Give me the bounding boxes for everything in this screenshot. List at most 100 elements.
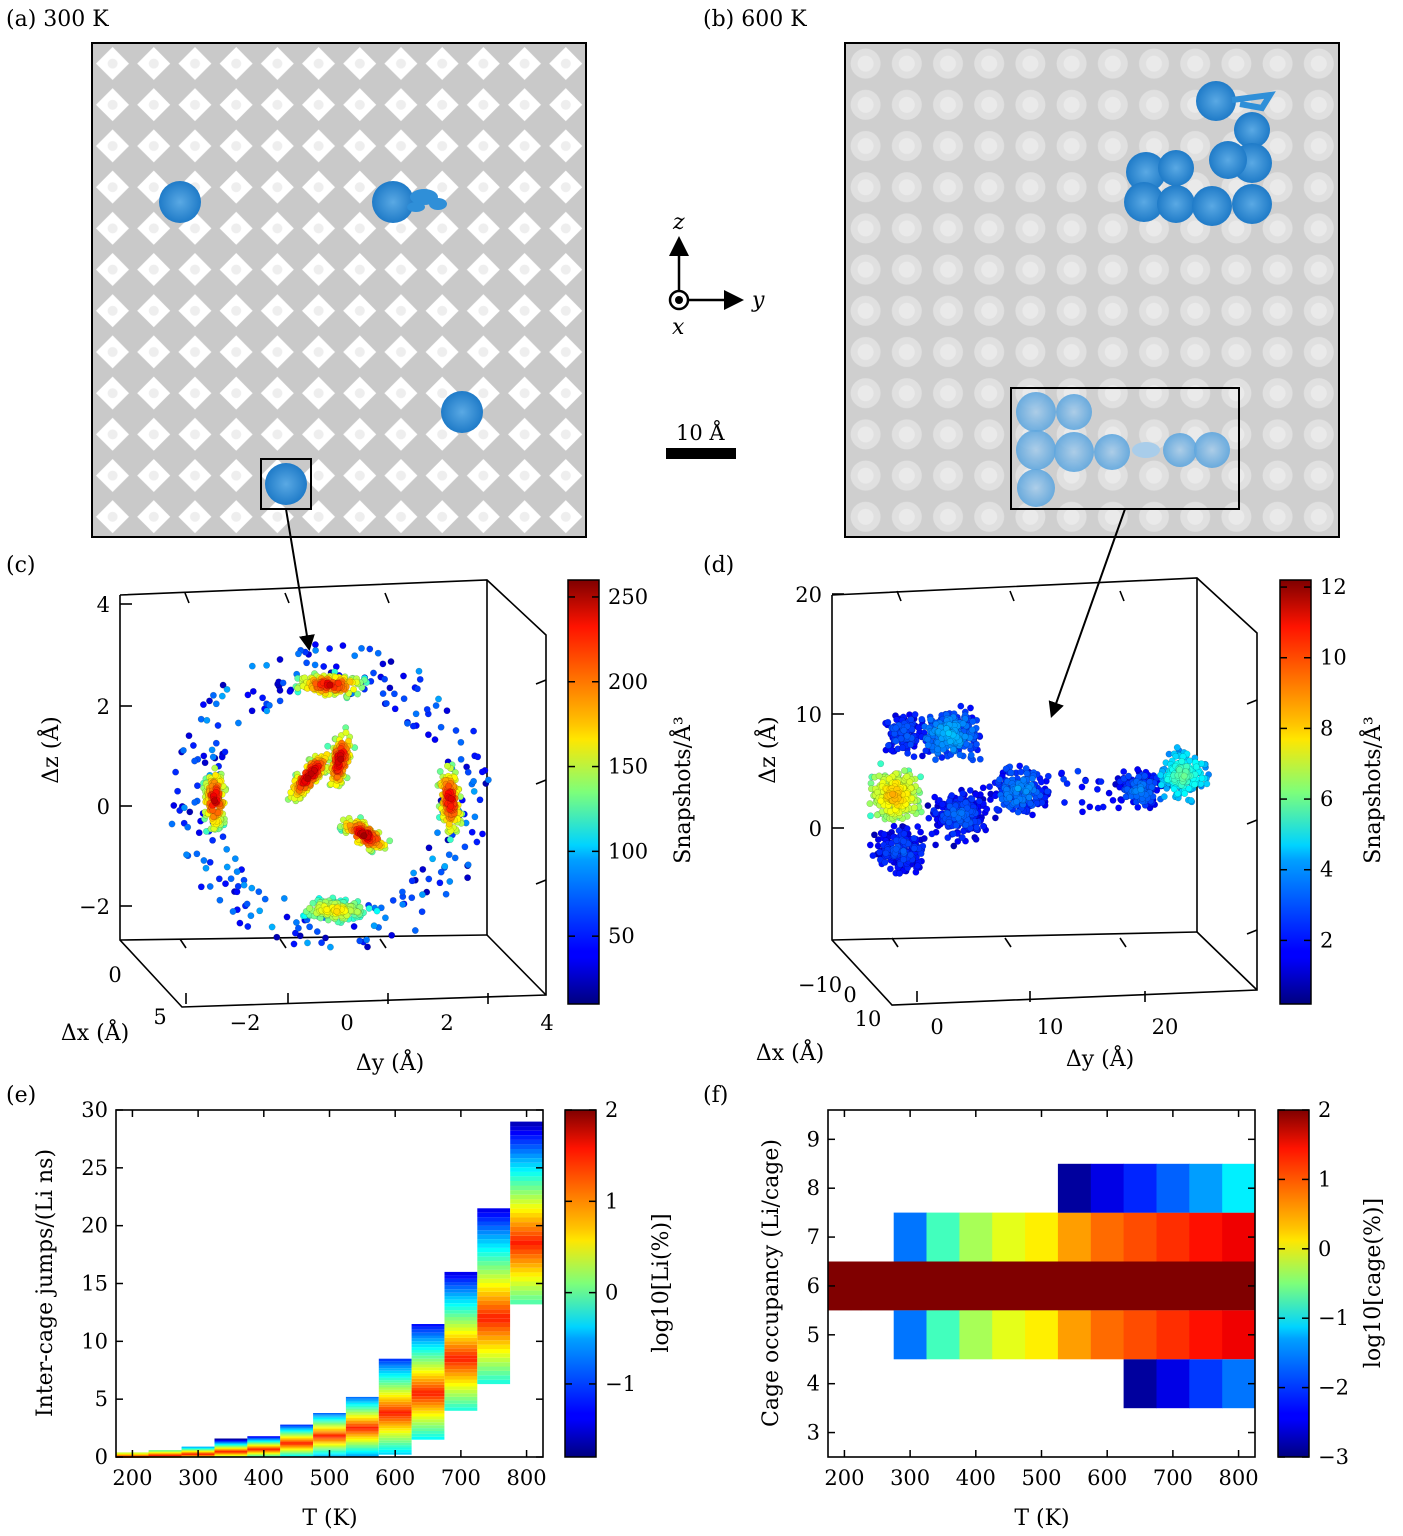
- heatmap-cell: [411, 1329, 445, 1333]
- scatter-point: [949, 830, 957, 838]
- scatter-point: [1006, 794, 1013, 802]
- heatmap-cell: [444, 1372, 478, 1377]
- scatter-point: [1082, 777, 1089, 785]
- scatter-point: [1007, 769, 1015, 777]
- heatmap-cell: [345, 1426, 379, 1429]
- heatmap-cell: [411, 1347, 445, 1350]
- scatter-point: [464, 874, 472, 882]
- heatmap-cell: [992, 1261, 1026, 1311]
- heatmap-cell: [510, 1276, 543, 1282]
- tick-label: 0: [97, 795, 110, 819]
- scatter-point: [1157, 771, 1164, 779]
- scatter-point: [320, 663, 328, 670]
- heatmap-cell: [411, 1355, 445, 1359]
- heatmap-cell: [893, 1212, 927, 1262]
- panel-e-colorbar: 2 1 0 −1 log10[Li(%)]: [564, 1098, 674, 1458]
- scatter-point: [470, 777, 478, 785]
- scatter-point: [1058, 769, 1066, 777]
- heatmap-cell: [510, 1295, 543, 1300]
- heatmap-cell: [444, 1389, 478, 1394]
- heatmap-cell: [1189, 1163, 1223, 1213]
- heatmap-cell: [1123, 1359, 1157, 1409]
- heatmap-cell: [1057, 1212, 1092, 1262]
- panel-c-label: (c): [6, 553, 36, 578]
- scatter-point: [892, 724, 900, 732]
- colorbar-tick-label: 150: [608, 755, 648, 779]
- scatter-point: [884, 742, 892, 749]
- heatmap-cell: [313, 1432, 346, 1434]
- heatmap-cell: [926, 1310, 960, 1360]
- heatmap-cell: [411, 1335, 445, 1339]
- heatmap-cell: [411, 1350, 445, 1353]
- heatmap-cell: [1090, 1212, 1125, 1262]
- heatmap-cell: [345, 1414, 379, 1417]
- heatmap-cell: [510, 1258, 543, 1264]
- scatter-point: [370, 669, 377, 677]
- heatmap-cell: [378, 1385, 412, 1388]
- heatmap-cell: [378, 1373, 412, 1376]
- scatter-point: [423, 705, 431, 713]
- scatter-point: [1094, 804, 1102, 812]
- heatmap-cell: [477, 1335, 511, 1341]
- scatter-point: [179, 746, 187, 754]
- scatter-point: [206, 697, 213, 705]
- scatter-point: [276, 686, 284, 694]
- scatter-point: [416, 675, 424, 683]
- heatmap-cell: [411, 1387, 445, 1391]
- heatmap-cell: [444, 1313, 478, 1318]
- heatmap-cell: [345, 1408, 379, 1411]
- panel-f-colorbar: 2 1 0 −1 −2 −3 log10[cage(%)]: [1277, 1098, 1386, 1469]
- heatmap-cell: [411, 1419, 445, 1423]
- scatter-point: [234, 719, 242, 727]
- scatter-point: [436, 879, 444, 887]
- heatmap-cell: [510, 1263, 543, 1268]
- scatter-point: [418, 908, 426, 916]
- panel-d-scatter: [866, 702, 1213, 877]
- colorbar-tick-label: 200: [608, 670, 648, 694]
- panel-c-colorbar-label: Snapshots/Å³: [668, 716, 696, 863]
- scatter-point: [446, 878, 454, 885]
- scale-bar-label: 10 Å: [676, 420, 725, 445]
- heatmap-cell: [444, 1330, 478, 1335]
- scatter-point: [244, 923, 252, 930]
- heatmap-cell: [444, 1358, 478, 1363]
- scatter-point: [1109, 796, 1117, 804]
- scatter-point: [337, 755, 345, 763]
- scatter-point: [388, 931, 396, 939]
- heatmap-cell: [313, 1442, 346, 1444]
- scatter-point: [892, 845, 900, 853]
- heatmap-cell: [345, 1445, 379, 1447]
- axis-tick-label: 5: [95, 1387, 108, 1411]
- scatter-point: [206, 883, 214, 890]
- scatter-point: [969, 718, 977, 725]
- scatter-point: [379, 660, 387, 668]
- heatmap-cell: [444, 1369, 478, 1373]
- heatmap-cell: [893, 1261, 927, 1311]
- heatmap-cell: [477, 1327, 511, 1332]
- colorbar-tick-label: 8: [1320, 716, 1333, 740]
- scatter-point: [339, 642, 347, 650]
- heatmap-cell: [1156, 1359, 1190, 1409]
- heatmap-cell: [313, 1429, 346, 1431]
- scatter-point: [1023, 769, 1031, 777]
- axis-tick-label: 3: [807, 1421, 820, 1445]
- scatter-point: [218, 753, 226, 761]
- tick-label: 10: [795, 703, 822, 727]
- heatmap-cell: [313, 1424, 346, 1426]
- scatter-point: [425, 844, 433, 852]
- heatmap-cell: [411, 1399, 445, 1403]
- scatter-point: [1078, 783, 1086, 791]
- scatter-point: [866, 841, 874, 849]
- heatmap-cell: [411, 1364, 445, 1368]
- scatter-point: [240, 881, 248, 889]
- heatmap-cell: [510, 1249, 543, 1255]
- scatter-point: [410, 869, 418, 877]
- scatter-point: [279, 679, 287, 687]
- heatmap-cell: [477, 1309, 511, 1314]
- colorbar-tick-label: 4: [1320, 858, 1333, 882]
- scatter-point: [886, 865, 894, 873]
- heatmap-cell: [378, 1399, 412, 1402]
- axis-tick-label: 8: [807, 1176, 820, 1200]
- scatter-point: [991, 814, 999, 822]
- scatter-point: [360, 832, 368, 840]
